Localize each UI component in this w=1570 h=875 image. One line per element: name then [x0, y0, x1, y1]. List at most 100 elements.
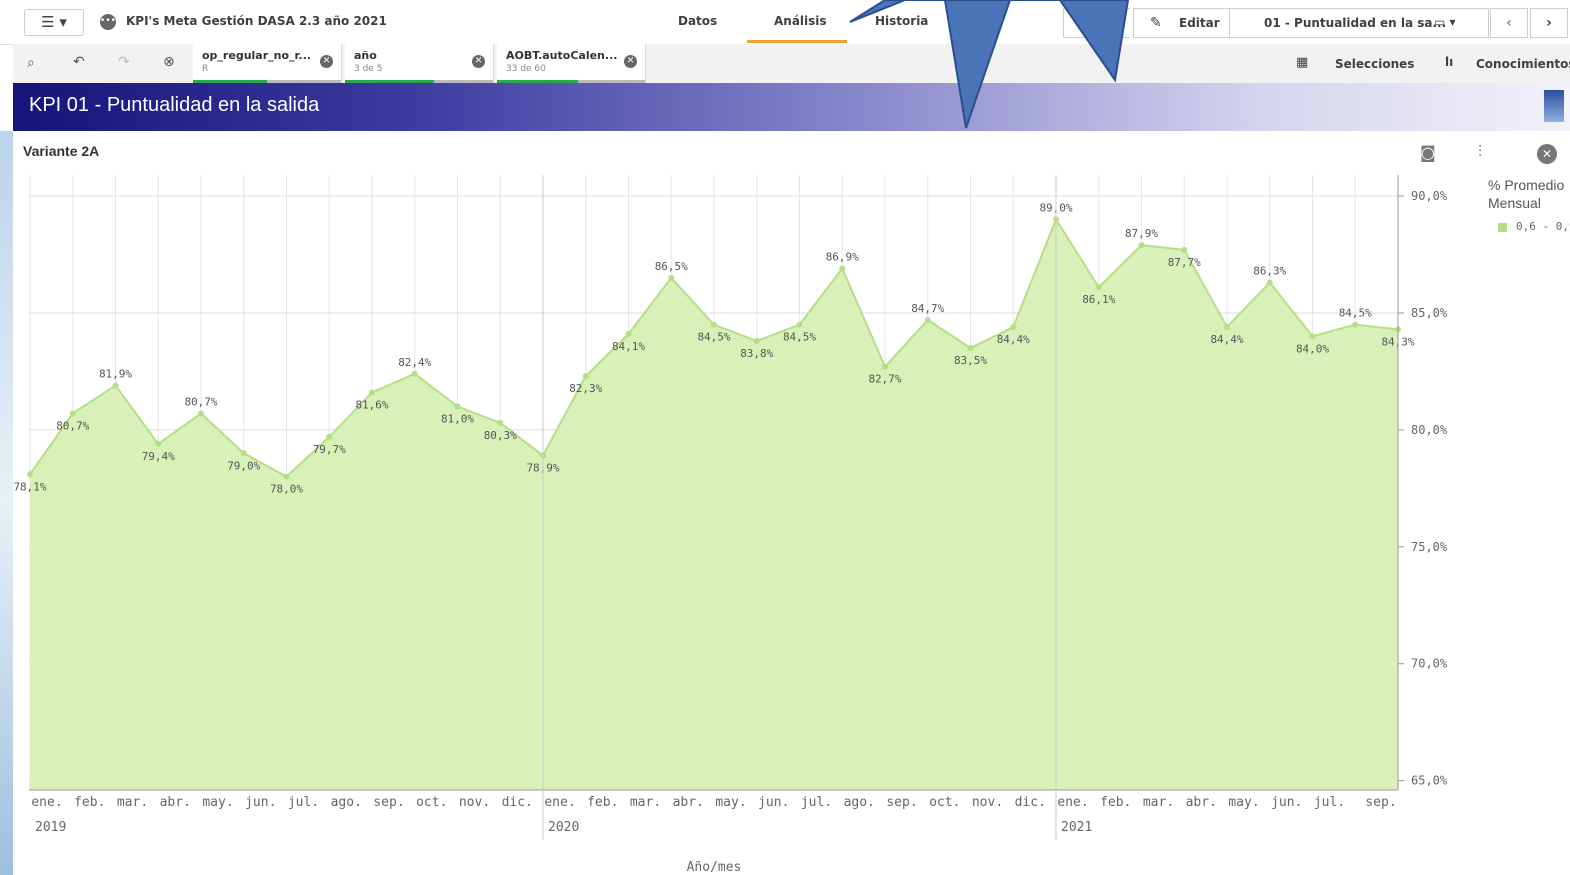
x-tick-label: sep.: [1365, 795, 1396, 810]
value-label: 78,0%: [270, 483, 303, 496]
y-tick-label: 90,0%: [1411, 189, 1448, 203]
x-tick-label: jun.: [758, 795, 789, 810]
value-label: 81,6%: [355, 398, 388, 411]
value-label: 87,7%: [1168, 256, 1201, 269]
year-label: 2020: [548, 820, 579, 835]
x-tick-label: ene.: [544, 795, 575, 810]
value-label: 79,0%: [227, 459, 260, 472]
x-tick-label: oct.: [929, 795, 960, 810]
y-tick-label: 70,0%: [1411, 657, 1448, 671]
value-label: 81,0%: [441, 413, 474, 426]
x-tick-label: nov.: [459, 795, 490, 810]
x-tick-label: nov.: [972, 795, 1003, 810]
value-label: 86,5%: [655, 260, 688, 273]
star-shape: [850, 0, 1128, 128]
value-label: 82,4%: [398, 356, 431, 369]
x-tick-label: ago.: [331, 795, 362, 810]
point: [797, 322, 803, 328]
point: [369, 389, 375, 395]
x-tick-label: ene.: [31, 795, 62, 810]
chart: 65,0%70,0%75,0%80,0%85,0%90,0%78,1%80,7%…: [0, 131, 1470, 875]
x-tick-label: ago.: [844, 795, 875, 810]
value-label: 81,9%: [99, 367, 132, 380]
value-label: 82,7%: [868, 373, 901, 386]
point: [155, 441, 161, 447]
point: [241, 450, 247, 456]
x-tick-label: jul.: [288, 795, 319, 810]
value-label: 78,1%: [13, 480, 46, 493]
overlay: [0, 0, 1570, 140]
point: [1352, 322, 1358, 328]
x-tick-label: ene.: [1057, 795, 1088, 810]
x-axis-title: Año/mes: [687, 860, 742, 875]
x-tick-label: feb.: [74, 795, 105, 810]
x-tick-label: abr.: [673, 795, 704, 810]
x-tick-label: sep.: [886, 795, 917, 810]
point: [326, 434, 332, 440]
x-tick-label: abr.: [160, 795, 191, 810]
year-label: 2021: [1061, 820, 1092, 835]
x-tick-label: feb.: [587, 795, 618, 810]
point: [583, 373, 589, 379]
value-label: 84,1%: [612, 340, 645, 353]
x-tick-label: mar.: [117, 795, 148, 810]
x-tick-label: jun.: [1271, 795, 1302, 810]
x-tick-label: may.: [202, 795, 233, 810]
y-tick-label: 65,0%: [1411, 774, 1448, 788]
point: [925, 317, 931, 323]
point: [839, 266, 845, 272]
x-tick-label: dic.: [1015, 795, 1046, 810]
point: [1310, 333, 1316, 339]
year-label: 2019: [35, 820, 66, 835]
value-label: 84,4%: [997, 333, 1030, 346]
value-label: 84,5%: [697, 331, 730, 344]
settings-icon[interactable]: ⫶: [1478, 142, 1482, 162]
legend-title: % Promedio Mensual: [1488, 176, 1568, 212]
value-label: 80,7%: [184, 396, 217, 409]
point: [1139, 242, 1145, 248]
point: [198, 411, 204, 417]
y-tick-label: 85,0%: [1411, 306, 1448, 320]
point: [113, 382, 119, 388]
value-label: 87,9%: [1125, 227, 1158, 240]
legend-label: 0,6 - 0,9: [1516, 220, 1570, 233]
point: [27, 471, 33, 477]
value-label: 79,7%: [313, 443, 346, 456]
x-tick-label: oct.: [416, 795, 447, 810]
value-label: 80,3%: [484, 429, 517, 442]
value-label: 83,8%: [740, 347, 773, 360]
point: [412, 371, 418, 377]
point: [1010, 324, 1016, 330]
point: [1224, 324, 1230, 330]
x-tick-label: may.: [715, 795, 746, 810]
point: [284, 474, 290, 480]
value-label: 84,7%: [911, 302, 944, 315]
point: [968, 345, 974, 351]
x-tick-label: mar.: [1143, 795, 1174, 810]
x-tick-label: jun.: [245, 795, 276, 810]
point: [1267, 280, 1273, 286]
x-tick-label: jul.: [801, 795, 832, 810]
value-label: 86,1%: [1082, 293, 1115, 306]
page: ☰ ▾ ••• KPI's Meta Gestión DASA 2.3 año …: [0, 0, 1570, 875]
point: [497, 420, 503, 426]
value-label: 84,5%: [783, 331, 816, 344]
y-axis-title: % vuelos 15 minutos: [1466, 409, 1470, 558]
y-tick-label: 75,0%: [1411, 540, 1448, 554]
x-tick-label: jul.: [1314, 795, 1345, 810]
value-label: 86,3%: [1253, 265, 1286, 278]
x-tick-label: sep.: [373, 795, 404, 810]
x-tick-label: may.: [1228, 795, 1259, 810]
point: [754, 338, 760, 344]
x-tick-label: mar.: [630, 795, 661, 810]
value-label: 84,0%: [1296, 342, 1329, 355]
value-label: 83,5%: [954, 354, 987, 367]
point: [1096, 284, 1102, 290]
point: [455, 404, 461, 410]
x-tick-label: feb.: [1100, 795, 1131, 810]
value-label: 82,3%: [569, 382, 602, 395]
value-label: 80,7%: [56, 420, 89, 433]
point: [626, 331, 632, 337]
value-label: 86,9%: [826, 251, 859, 264]
close-icon[interactable]: ✕: [1537, 144, 1557, 164]
